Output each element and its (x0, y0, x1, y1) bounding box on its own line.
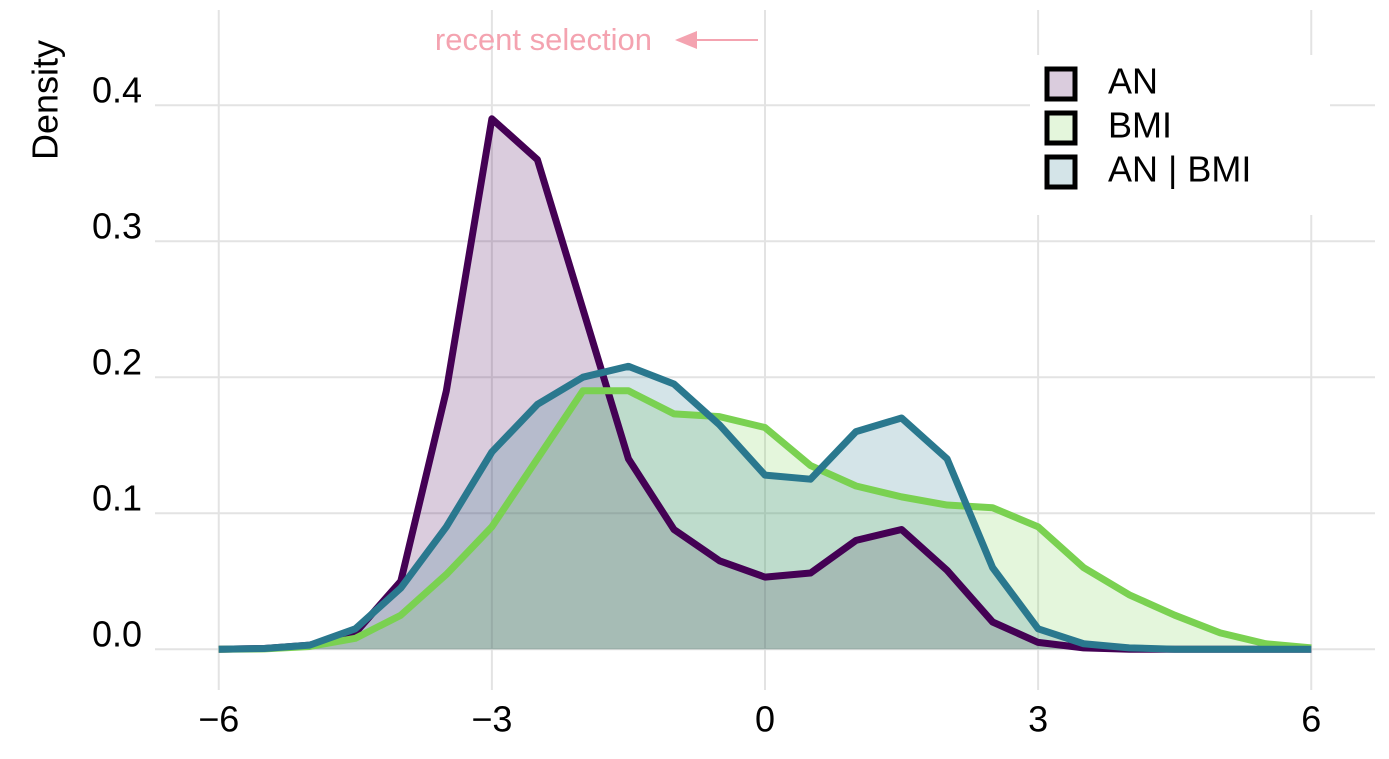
x-tick-label: −3 (471, 699, 512, 740)
y-tick-label: 0.2 (92, 342, 142, 383)
legend-background (1030, 55, 1330, 215)
x-tick-label: 0 (755, 699, 775, 740)
y-tick-label: 0.3 (92, 206, 142, 247)
x-tick-label: −6 (198, 699, 239, 740)
legend-swatch (1044, 110, 1078, 146)
legend-background-swatch (1047, 157, 1075, 187)
area (218, 118, 1312, 650)
area (218, 366, 1312, 650)
legend-label: AN | BMI (1108, 149, 1251, 190)
legend-swatch (1044, 66, 1078, 102)
legend-label: AN (1108, 61, 1158, 102)
legend-background-swatch (1047, 69, 1075, 99)
line (218, 362, 1312, 653)
y-tick-label: 0.0 (92, 614, 142, 655)
legend-background-swatch (1047, 113, 1075, 143)
y-tick-label: 0.1 (92, 478, 142, 519)
annotation-arrowhead (675, 31, 697, 49)
area (218, 390, 1312, 650)
line (218, 387, 1312, 653)
x-tick-label: 3 (1028, 699, 1048, 740)
legend-label: BMI (1108, 105, 1172, 146)
y-axis-label: Density (25, 40, 66, 160)
annotation: recent selection (435, 22, 652, 57)
y-tick-label: 0.4 (92, 70, 142, 111)
x-tick-label: 6 (1301, 699, 1321, 740)
legend-swatch (1044, 154, 1078, 190)
